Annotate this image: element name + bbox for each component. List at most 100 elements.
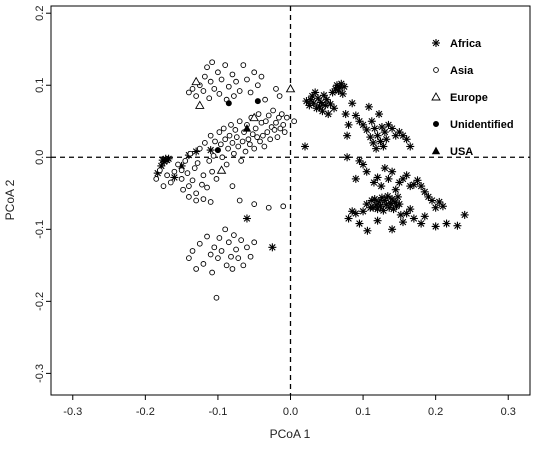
asia-point xyxy=(233,134,240,140)
asia-point xyxy=(255,111,262,117)
asia-point xyxy=(229,71,236,78)
asia-point xyxy=(240,262,247,269)
africa-point xyxy=(373,131,382,140)
africa-point xyxy=(398,131,407,140)
y-tick-label: 0.2 xyxy=(34,6,46,21)
africa-point xyxy=(406,205,415,214)
legend-label-europe: Europe xyxy=(450,92,488,104)
asia-point xyxy=(222,62,229,68)
asia-point xyxy=(277,125,284,132)
africa-point xyxy=(164,154,173,163)
asia-point xyxy=(199,181,205,188)
africa-point xyxy=(359,207,368,216)
africa-point xyxy=(370,124,379,133)
asia-point xyxy=(215,255,221,261)
asia-point xyxy=(251,239,258,246)
asia-point xyxy=(209,269,215,276)
africa-point xyxy=(364,102,373,111)
africa-point xyxy=(330,104,339,113)
asia-point xyxy=(200,261,207,267)
asia-point xyxy=(209,59,215,66)
africa-point xyxy=(373,173,382,182)
asia-point xyxy=(206,158,213,164)
x-axis-ticks: -0.3 -0.2 -0.1 0.0 0.1 0.2 0.3 xyxy=(63,395,516,418)
asia-point xyxy=(231,93,237,99)
asia-point xyxy=(164,172,170,179)
asia-point xyxy=(204,233,210,240)
africa-point xyxy=(373,216,382,225)
africa-point xyxy=(242,214,251,223)
asia-point xyxy=(254,82,261,89)
asia-point xyxy=(194,160,201,166)
africa-point xyxy=(398,218,407,227)
africa-point xyxy=(395,200,404,209)
africa-point xyxy=(460,210,469,219)
asia-point xyxy=(280,203,287,210)
asia-point xyxy=(271,127,278,133)
y-tick-label: -0.3 xyxy=(34,364,46,383)
africa-point xyxy=(366,133,375,142)
africa-point xyxy=(396,210,405,219)
africa-point xyxy=(348,99,357,108)
africa-point xyxy=(379,142,388,151)
africa-point xyxy=(388,225,397,234)
africa-point xyxy=(362,167,371,176)
africa-point xyxy=(380,128,389,137)
unidentified-point xyxy=(254,98,261,105)
asia-point xyxy=(264,129,271,135)
asia-point xyxy=(226,132,233,139)
usa-point xyxy=(242,124,252,132)
asia-point xyxy=(278,111,285,117)
africa-point xyxy=(420,187,429,196)
asia-point xyxy=(273,119,279,126)
legend-label-unidentified: Unidentified xyxy=(450,119,514,131)
asia-point xyxy=(222,226,229,233)
africa-point xyxy=(319,91,328,100)
asia-point xyxy=(281,129,288,135)
asia-point xyxy=(251,145,258,152)
africa-point xyxy=(379,206,388,215)
asia-point xyxy=(225,83,232,90)
africa-point xyxy=(372,144,381,153)
africa-point xyxy=(314,94,323,103)
asia-point xyxy=(229,266,236,272)
y-tick-label: 0.1 xyxy=(34,78,46,93)
africa-point xyxy=(431,203,440,212)
africa-point xyxy=(268,243,277,252)
africa-point xyxy=(369,138,378,147)
africa-point xyxy=(442,219,451,228)
africa-point xyxy=(351,209,360,218)
africa-point xyxy=(375,110,384,119)
asia-point xyxy=(220,125,227,132)
asia-point xyxy=(189,248,196,254)
asia-point xyxy=(211,85,218,92)
asia-point xyxy=(238,237,244,243)
asia-point xyxy=(251,201,258,207)
asia-point xyxy=(262,118,269,125)
europe-point xyxy=(249,112,259,122)
legend-marker-unidentified xyxy=(432,121,439,128)
africa-point xyxy=(359,120,368,129)
africa-point xyxy=(362,125,371,134)
asia-point xyxy=(235,143,242,150)
asia-point xyxy=(247,253,254,260)
asia-point xyxy=(204,64,210,71)
asia-point xyxy=(262,96,268,103)
asia-point xyxy=(167,179,174,186)
asia-point xyxy=(186,183,192,189)
x-tick-label: -0.1 xyxy=(208,406,227,418)
asia-point xyxy=(186,255,192,261)
asia-point xyxy=(218,248,225,254)
africa-point xyxy=(344,120,353,129)
asia-point xyxy=(247,141,253,148)
africa-point xyxy=(384,174,393,183)
legend-label-africa: Africa xyxy=(450,38,482,50)
asia-point xyxy=(238,158,244,164)
africa-point xyxy=(377,182,386,191)
africa-point xyxy=(343,153,352,162)
africa-point xyxy=(453,221,462,230)
asia-point xyxy=(233,246,239,253)
africa-point xyxy=(406,142,415,151)
africa-point xyxy=(363,226,372,235)
asia-point xyxy=(228,253,234,260)
